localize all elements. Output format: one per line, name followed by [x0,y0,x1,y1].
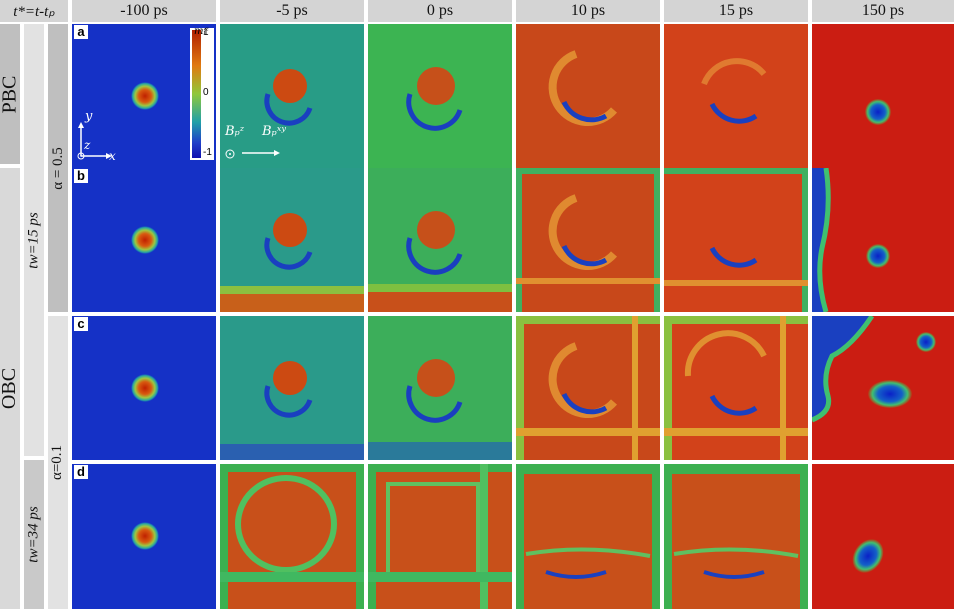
panel-b-4 [516,168,660,312]
field-bxy-label: Bₚˣʸ [262,124,286,139]
alpha05-label-bar: α = 0.5 [48,24,68,312]
panel-b-6 [812,168,954,312]
panel-a-5 [664,24,808,168]
time-header-2: -5 ps [220,0,364,22]
panel-d-5 [664,464,808,609]
time-header-1: -100 ps [72,0,216,22]
colorbar-tick-mid: 0 [203,87,209,98]
panel-label-a: a [74,25,88,39]
panel-c-3 [368,316,512,460]
alpha01-label-bar: α=0.1 [48,316,68,609]
panel-d-2 [220,464,364,609]
time-header-5: 15 ps [664,0,808,22]
tw34-label: tw=34 ps [25,506,42,563]
panel-label-b: b [74,169,88,183]
field-arrow-icon [225,149,280,159]
time-header-4: 10 ps [516,0,660,22]
panel-label-c: c [74,317,88,331]
colorbar-title: mᵢᶻ [194,26,209,37]
panel-a-3 [368,24,512,168]
colorbar-tick-max: 1 [203,27,209,38]
time-header-6: 150 ps [812,0,954,22]
pbc-label: PBC [0,75,21,113]
field-bz-label: Bₚᶻ [225,124,245,139]
obc-label-bar: OBC [0,168,21,609]
tw15-label: tw=15 ps [25,211,42,269]
panel-d-6 [812,464,954,609]
panel-a-4 [516,24,660,168]
panel-d-4 [516,464,660,609]
time-definition-header: t*=t-tₚ [0,0,68,22]
tw34-label-bar: tw=34 ps [24,460,44,609]
pbc-label-bar: PBC [0,24,21,164]
colorbar-gradient [192,30,201,158]
panel-c-2 [220,316,364,460]
panel-d-3 [368,464,512,609]
panel-b-2 [220,168,364,312]
panel-b-3 [368,168,512,312]
panel-b-5 [664,168,808,312]
panel-c-1 [72,316,216,460]
panel-b-1 [72,168,216,312]
colorbar-tick-min: -1 [203,147,212,158]
panel-c-4 [516,316,660,460]
colorbar: 1 0 -1 [190,27,214,160]
axis-x-label: x [109,149,116,163]
panel-a-6 [812,24,954,168]
axis-z-label: z [84,138,91,152]
axes-icon [77,122,112,160]
panel-c-5 [664,316,808,460]
alpha05-label: α = 0.5 [49,146,66,190]
panel-c-6 [812,316,954,460]
panel-label-d: d [74,465,88,479]
time-header-3: 0 ps [368,0,512,22]
obc-label: OBC [0,367,21,410]
panel-a-2 [220,24,364,168]
axis-y-label: y [85,109,93,124]
alpha01-label: α=0.1 [49,444,66,481]
tw15-label-bar: tw=15 ps [24,24,44,456]
panel-d-1 [72,464,216,609]
